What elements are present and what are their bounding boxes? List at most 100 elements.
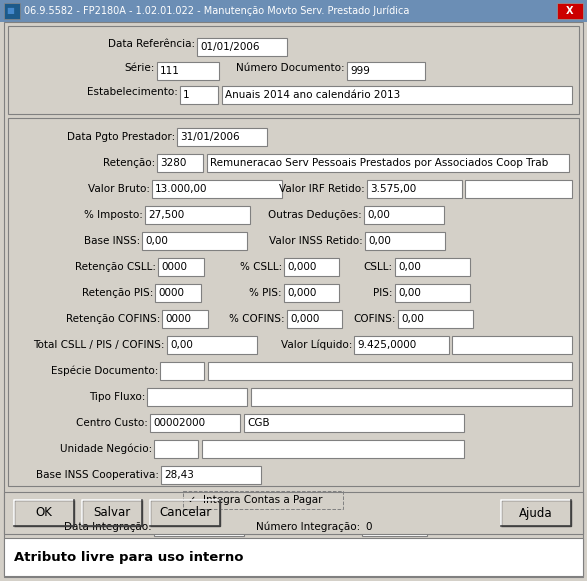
Text: 3.575,00: 3.575,00 [370, 184, 416, 194]
Text: Número Integração:: Número Integração: [256, 522, 360, 532]
Text: 31/01/2006: 31/01/2006 [180, 132, 239, 142]
Bar [150, 500, 220, 526]
Bar [150, 414, 240, 432]
Text: Atributo livre para uso interno: Atributo livre para uso interno [14, 551, 244, 564]
Text: Unidade Negócio:: Unidade Negócio: [60, 444, 152, 454]
Bar [395, 284, 470, 302]
Text: 0,00: 0,00 [368, 236, 391, 246]
Bar [354, 336, 449, 354]
Text: X: X [566, 6, 573, 16]
Text: % CSLL:: % CSLL: [239, 262, 282, 272]
Bar [152, 180, 282, 198]
Text: CGB: CGB [247, 418, 269, 428]
Bar [395, 258, 470, 276]
Text: Salvar: Salvar [93, 507, 131, 519]
Text: 00002000: 00002000 [153, 418, 205, 428]
Bar [362, 518, 427, 536]
Bar [251, 388, 572, 406]
Bar [365, 232, 445, 250]
Text: 1: 1 [183, 90, 190, 100]
Text: Retenção CSLL:: Retenção CSLL: [75, 262, 156, 272]
Bar [157, 154, 203, 172]
Text: 0000: 0000 [161, 262, 187, 272]
Text: Retenção PIS:: Retenção PIS: [82, 288, 153, 298]
Text: 0,000: 0,000 [287, 288, 316, 298]
Text: Número Documento:: Número Documento: [237, 63, 345, 73]
Text: Data Pgto Prestador:: Data Pgto Prestador: [67, 132, 175, 142]
Bar [284, 284, 339, 302]
Bar [82, 500, 142, 526]
Text: 0,00: 0,00 [170, 340, 193, 350]
Text: Retenção COFINS:: Retenção COFINS: [66, 314, 160, 324]
Text: ✓: ✓ [188, 495, 196, 505]
Text: Base INSS Cooperativa:: Base INSS Cooperativa: [36, 470, 159, 480]
Bar [145, 206, 250, 224]
Text: % Imposto:: % Imposto: [84, 210, 143, 220]
Bar [160, 362, 204, 380]
Text: 28,43: 28,43 [164, 470, 194, 480]
Bar [161, 466, 261, 484]
Text: Ajuda: Ajuda [519, 507, 553, 519]
Text: Espécie Documento:: Espécie Documento: [50, 366, 158, 376]
Text: ■: ■ [6, 6, 14, 16]
Bar [8, 118, 579, 486]
Bar [284, 258, 339, 276]
Bar [183, 491, 343, 509]
Text: 0,00: 0,00 [401, 314, 424, 324]
Text: Outras Deduções:: Outras Deduções: [268, 210, 362, 220]
Bar [222, 86, 572, 104]
Bar [147, 388, 247, 406]
Bar [162, 310, 208, 328]
Text: Cancelar: Cancelar [159, 507, 211, 519]
Bar [185, 493, 199, 507]
Bar [14, 500, 74, 526]
Text: Anuais 2014 ano calendário 2013: Anuais 2014 ano calendário 2013 [225, 90, 400, 100]
Text: % COFINS:: % COFINS: [230, 314, 285, 324]
Bar [4, 3, 20, 19]
Text: 01/01/2006: 01/01/2006 [200, 42, 259, 52]
Bar [157, 62, 219, 80]
Bar [142, 232, 247, 250]
Text: 0: 0 [365, 522, 372, 532]
Text: 0,00: 0,00 [398, 288, 421, 298]
Text: Data Integração:: Data Integração: [64, 522, 152, 532]
Bar [180, 86, 218, 104]
Text: 999: 999 [350, 66, 370, 76]
Text: 13.000,00: 13.000,00 [155, 184, 207, 194]
Text: 0,000: 0,000 [287, 262, 316, 272]
Bar [202, 440, 464, 458]
Text: 0,00: 0,00 [145, 236, 168, 246]
Bar [465, 180, 572, 198]
Bar [207, 154, 569, 172]
Text: OK: OK [36, 507, 52, 519]
Text: Retenção:: Retenção: [103, 158, 155, 168]
Text: 0,00: 0,00 [398, 262, 421, 272]
Text: PIS:: PIS: [373, 288, 393, 298]
Text: Série:: Série: [124, 63, 155, 73]
Bar [347, 62, 425, 80]
Bar [8, 26, 579, 114]
Text: Tipo Fluxo:: Tipo Fluxo: [89, 392, 145, 402]
Bar [208, 362, 572, 380]
Bar [154, 518, 244, 536]
Text: 0,00: 0,00 [367, 210, 390, 220]
Text: 3280: 3280 [160, 158, 187, 168]
Text: Valor Líquido:: Valor Líquido: [281, 340, 352, 350]
Bar [398, 310, 473, 328]
Text: Integra Contas a Pagar: Integra Contas a Pagar [203, 495, 322, 505]
Text: Data Referência:: Data Referência: [108, 39, 195, 49]
Text: % PIS:: % PIS: [249, 288, 282, 298]
Text: 111: 111 [160, 66, 180, 76]
Text: 0000: 0000 [165, 314, 191, 324]
Text: 9.425,0000: 9.425,0000 [357, 340, 416, 350]
Bar [154, 440, 198, 458]
Text: 06.9.5582 - FP2180A - 1.02.01.022 - Manutenção Movto Serv. Prestado Jurídica: 06.9.5582 - FP2180A - 1.02.01.022 - Manu… [24, 6, 409, 16]
Text: COFINS:: COFINS: [353, 314, 396, 324]
Bar [158, 258, 204, 276]
Text: 27,500: 27,500 [148, 210, 184, 220]
Text: Base INSS:: Base INSS: [84, 236, 140, 246]
Bar [367, 180, 462, 198]
Bar [155, 284, 201, 302]
Bar [4, 538, 583, 576]
Bar [4, 492, 583, 534]
